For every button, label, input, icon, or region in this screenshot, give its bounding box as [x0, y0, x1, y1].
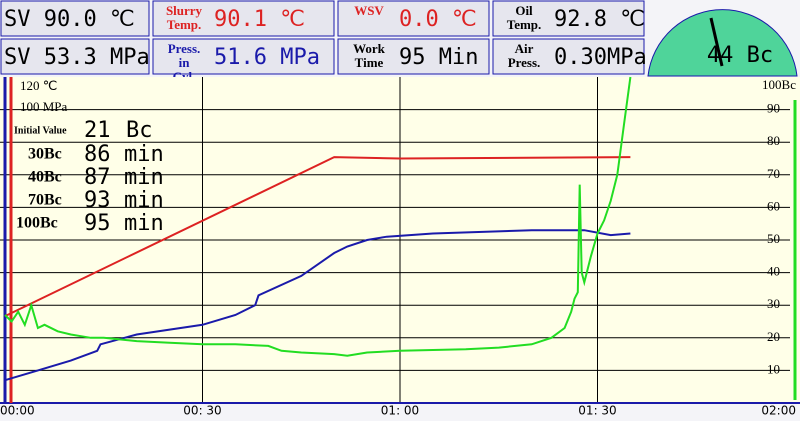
- thickening-label: 100Bc: [16, 215, 58, 232]
- x-tick-label: 01: 30: [578, 404, 616, 418]
- header-value: 0.0 ℃: [399, 7, 477, 32]
- thickening-unit: min: [124, 211, 164, 236]
- y-tick-label: 30: [767, 296, 780, 311]
- header-label: WSV: [354, 3, 384, 18]
- gauge-dial: [647, 9, 798, 77]
- header-value: 92.8 ℃: [554, 7, 645, 32]
- header-label: Work Time: [353, 41, 386, 70]
- header-label: Slurry Temp.: [166, 3, 203, 32]
- header-cell: [0, 0, 150, 37]
- thickening-label: 40Bc: [28, 169, 62, 186]
- y-tick-label: 70: [767, 166, 780, 181]
- y-tick-label: 40: [767, 264, 780, 279]
- initial-unit: Bc: [126, 118, 153, 143]
- header-cell: [152, 0, 335, 37]
- header-cell: [152, 38, 335, 75]
- y-tick-label: 50: [767, 231, 780, 246]
- initial-label: Initial Value: [14, 125, 67, 136]
- header: SV 90.0 ℃ Slurry Temp. 90.1 ℃ WSV 0.0 ℃ Oil Tem…: [0, 0, 647, 84]
- y-tick-label: 100Bc: [762, 77, 796, 92]
- x-tick-label: 00: 30: [183, 404, 221, 418]
- header-label: Air Press.: [508, 41, 541, 70]
- header-value: 95 Min: [399, 45, 478, 70]
- header-cell: [337, 0, 490, 37]
- series-line: [4, 156, 631, 318]
- header-value: 90.1 ℃: [214, 7, 305, 32]
- thickening-unit: min: [124, 188, 164, 213]
- initial-value: 21: [84, 118, 111, 143]
- y-tick-label: 80: [767, 133, 780, 148]
- gauge-needle: [709, 17, 724, 67]
- header-value: SV 90.0 ℃: [4, 7, 135, 32]
- header-value: SV 53.3 MPa: [4, 45, 150, 70]
- thickening-time: 95: [84, 211, 111, 236]
- thickening-time: 87: [84, 165, 111, 190]
- header-value: 51.6 MPa: [214, 45, 320, 70]
- thickening-unit: min: [124, 142, 164, 167]
- x-tick-label: 02:00: [761, 404, 796, 418]
- header-cell: [492, 38, 645, 75]
- thickening-label: 70Bc: [28, 192, 62, 209]
- header-value: 0.30MPa: [554, 45, 647, 70]
- y-tick-label: 90: [767, 101, 780, 116]
- axis-top-label: 120 ℃: [20, 78, 57, 93]
- gauge: 44 Bc: [647, 9, 798, 77]
- y-tick-label: 10: [767, 361, 780, 376]
- thickening-time: 93: [84, 188, 111, 213]
- series-line: [4, 229, 631, 382]
- header-label: Oil Temp.: [507, 3, 542, 32]
- series-line: [4, 76, 632, 357]
- thickening-unit: min: [124, 165, 164, 190]
- header-cell: [492, 0, 645, 37]
- chart: 10 20 30 40 50 60 70 80 90 100Bc 00:00 00: 30 01: 00…: [0, 76, 800, 418]
- y-tick-label: 60: [767, 198, 780, 213]
- x-tick-label: 00:00: [0, 404, 35, 418]
- x-tick-label: 01: 00: [381, 404, 419, 418]
- gauge-value: 44 Bc: [707, 43, 773, 68]
- y-tick-label: 20: [767, 329, 780, 344]
- header-cell: [0, 38, 150, 75]
- thickening-time: 86: [84, 142, 111, 167]
- thickening-label: 30Bc: [28, 146, 62, 163]
- axis-top-label: 100 MPa: [20, 99, 68, 114]
- header-cell: [337, 38, 490, 75]
